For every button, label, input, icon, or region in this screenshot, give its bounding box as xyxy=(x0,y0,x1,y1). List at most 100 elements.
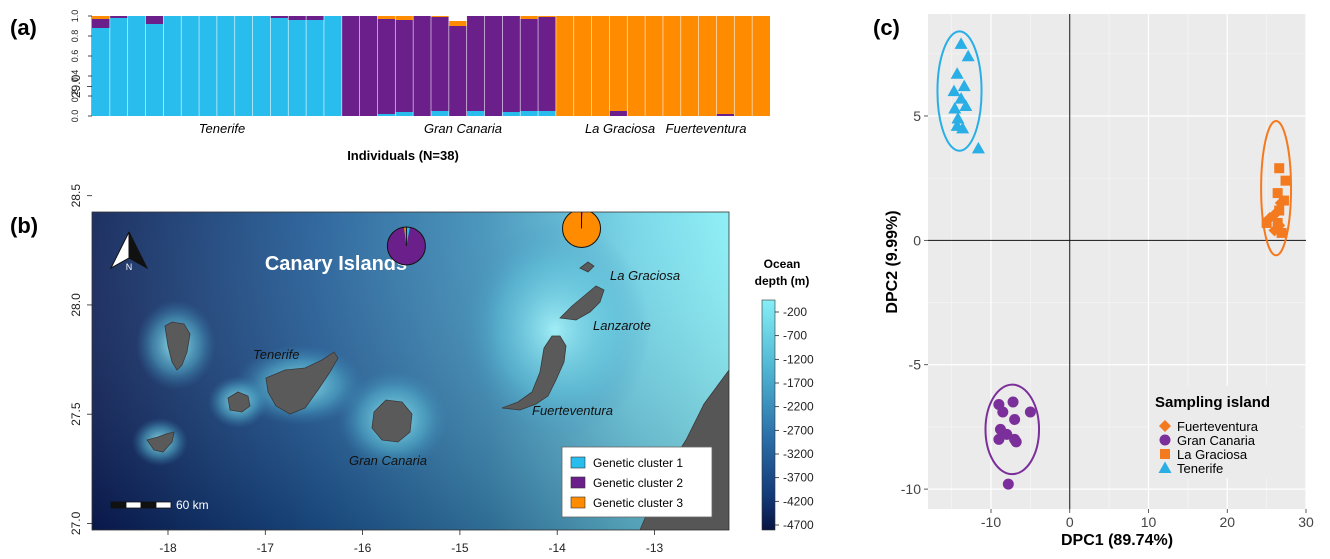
island-la-gomera xyxy=(227,391,251,413)
pca-point-gran-canaria xyxy=(1024,406,1036,418)
admixture-y-tick-label: 0.8 xyxy=(70,30,80,43)
island-tenerife xyxy=(265,351,339,415)
pca-x-tick-label: -10 xyxy=(981,514,1001,530)
north-arrow-icon xyxy=(109,231,149,270)
admixture-bar-cluster1 xyxy=(538,111,556,116)
admixture-bar-cluster3 xyxy=(662,16,681,116)
admixture-bar-cluster1 xyxy=(395,112,414,116)
admixture-bar-cluster2 xyxy=(448,26,467,116)
cluster-legend: Genetic cluster 1 Genetic cluster 2 Gene… xyxy=(561,446,713,518)
map-frame xyxy=(91,211,730,531)
pca-legend-marker-tenerife xyxy=(1158,461,1172,473)
admixture-bar-cluster2 xyxy=(413,16,431,116)
admixture-bar-cluster3 xyxy=(627,16,646,116)
admixture-bar-cluster2 xyxy=(395,20,414,112)
admixture-bar-cluster3 xyxy=(716,16,735,114)
admixture-y-tick-label: 0.0 xyxy=(70,110,80,123)
admixture-bar-cluster3 xyxy=(395,16,414,20)
pca-points xyxy=(947,37,1291,490)
pca-ellipse xyxy=(936,30,983,152)
pie-slice xyxy=(342,133,343,152)
pie-fuerteventura xyxy=(562,212,602,248)
admixture-bar-cluster3 xyxy=(538,16,556,17)
pca-legend-box xyxy=(1150,386,1300,478)
island-el-hierro xyxy=(146,431,175,453)
map-area: N Canary Islands Tenerife Gran Canaria L… xyxy=(92,133,729,530)
admixture-bar-cluster1 xyxy=(216,16,235,116)
admixture-x-label: Individuals (N=38) xyxy=(347,148,459,163)
admixture-bar-cluster2 xyxy=(377,19,396,114)
island-label-gran-canaria: Gran Canaria xyxy=(349,453,427,468)
pca-panel: (c) -10 0 10 20 30 -10 -5 0 5 DPC1 (89.74%) DPC2… xyxy=(873,14,1314,549)
admixture-bar-cluster1 xyxy=(377,114,396,116)
map-panel: (b) N xyxy=(10,74,814,555)
pca-point-la-graciosa xyxy=(1272,188,1283,199)
colorbar-tick-label: -200 xyxy=(783,305,807,319)
pca-ellipse xyxy=(984,383,1041,476)
map-title: Canary Islands xyxy=(265,253,407,275)
pie-gran-canaria xyxy=(386,226,426,266)
colorbar xyxy=(761,299,776,531)
scale-bar-label: 60 km xyxy=(176,498,209,512)
panel-a-label: (a) xyxy=(10,15,37,40)
admixture-y-tick-label: 0.6 xyxy=(70,50,80,63)
island-label-lanzarote: Lanzarote xyxy=(593,318,651,333)
pca-point-la-graciosa xyxy=(1274,205,1285,216)
map-x-tick-label: -16 xyxy=(354,541,372,555)
admixture-bar-cluster2 xyxy=(466,16,485,111)
admixture-bar-cluster1 xyxy=(252,16,271,116)
panel-c-label: (c) xyxy=(873,15,900,40)
island-label-fuerteventura: Fuerteventura xyxy=(532,403,613,418)
admixture-group-labels: Tenerife Gran Canaria La Graciosa Fuerteven… xyxy=(199,121,747,136)
pca-point-gran-canaria xyxy=(1007,396,1019,408)
legend-label-cluster3: Genetic cluster 3 xyxy=(593,496,683,510)
pie-slice xyxy=(387,227,426,265)
admixture-group-label: Fuerteventura xyxy=(666,121,747,136)
admixture-bars xyxy=(92,16,770,116)
panel-b-label: (b) xyxy=(10,213,38,238)
admixture-bar-cluster2 xyxy=(609,111,628,116)
map-x-tick-label: -13 xyxy=(646,541,664,555)
legend-label-cluster2: Genetic cluster 2 xyxy=(593,476,683,490)
pca-y-label: DPC2 (9.99%) xyxy=(884,210,901,313)
pca-y-tick-label: 5 xyxy=(913,108,921,124)
colorbar-tick-label: -2700 xyxy=(783,423,814,437)
pca-legend-label-gran-canaria: Gran Canaria xyxy=(1177,433,1256,448)
admixture-y-axis: 0.0 0.2 0.4 0.6 0.8 1.0 xyxy=(70,10,93,123)
pca-point-tenerife xyxy=(950,119,964,131)
admixture-bar-cluster3 xyxy=(591,16,610,116)
pca-point-tenerife xyxy=(971,141,985,154)
pca-y-tick-label: -10 xyxy=(901,481,921,497)
colorbar-title-line1: Ocean xyxy=(764,257,801,271)
map-y-tick-label: 27.0 xyxy=(69,511,83,535)
pca-point-tenerife xyxy=(947,84,961,97)
admixture-bar-cluster1 xyxy=(145,24,164,116)
admixture-panel: (a) 0.0 0.2 0.4 0.6 0.8 1.0 Tenerife Gran Cana… xyxy=(10,10,770,163)
pca-legend-marker-la-graciosa xyxy=(1160,449,1170,459)
colorbar-tick-label: -3700 xyxy=(783,471,814,485)
map-y-tick-label: 27.5 xyxy=(69,402,83,426)
pca-legend-label-fuerteventura: Fuerteventura xyxy=(1177,419,1259,434)
admixture-bar-cluster1 xyxy=(306,20,324,116)
pca-point-tenerife xyxy=(959,99,973,112)
admixture-bar-cluster1 xyxy=(181,16,200,116)
pca-gridlines xyxy=(928,14,1307,509)
pie-slice xyxy=(340,133,344,152)
colorbar-tick-label: -4700 xyxy=(783,518,814,532)
admixture-bar-cluster1 xyxy=(92,23,110,116)
pca-point-la-graciosa xyxy=(1274,163,1285,174)
pie-outline xyxy=(562,212,602,248)
admixture-bar-cluster1 xyxy=(288,20,307,116)
map-pies xyxy=(340,133,602,266)
admixture-bar-cluster1 xyxy=(109,18,128,116)
admixture-bar-cluster3 xyxy=(752,16,770,116)
admixture-bar-cluster3 xyxy=(680,16,699,116)
admixture-bar-cluster2 xyxy=(484,16,503,116)
admixture-bar-cluster1 xyxy=(270,18,289,116)
pie-slice xyxy=(406,226,410,246)
pca-x-tick-label: 10 xyxy=(1141,514,1157,530)
pca-point-gran-canaria xyxy=(1009,413,1021,425)
island-fuerteventura xyxy=(501,335,567,411)
map-y-axis: 27.027.528.028.529.029.5 xyxy=(69,74,92,535)
